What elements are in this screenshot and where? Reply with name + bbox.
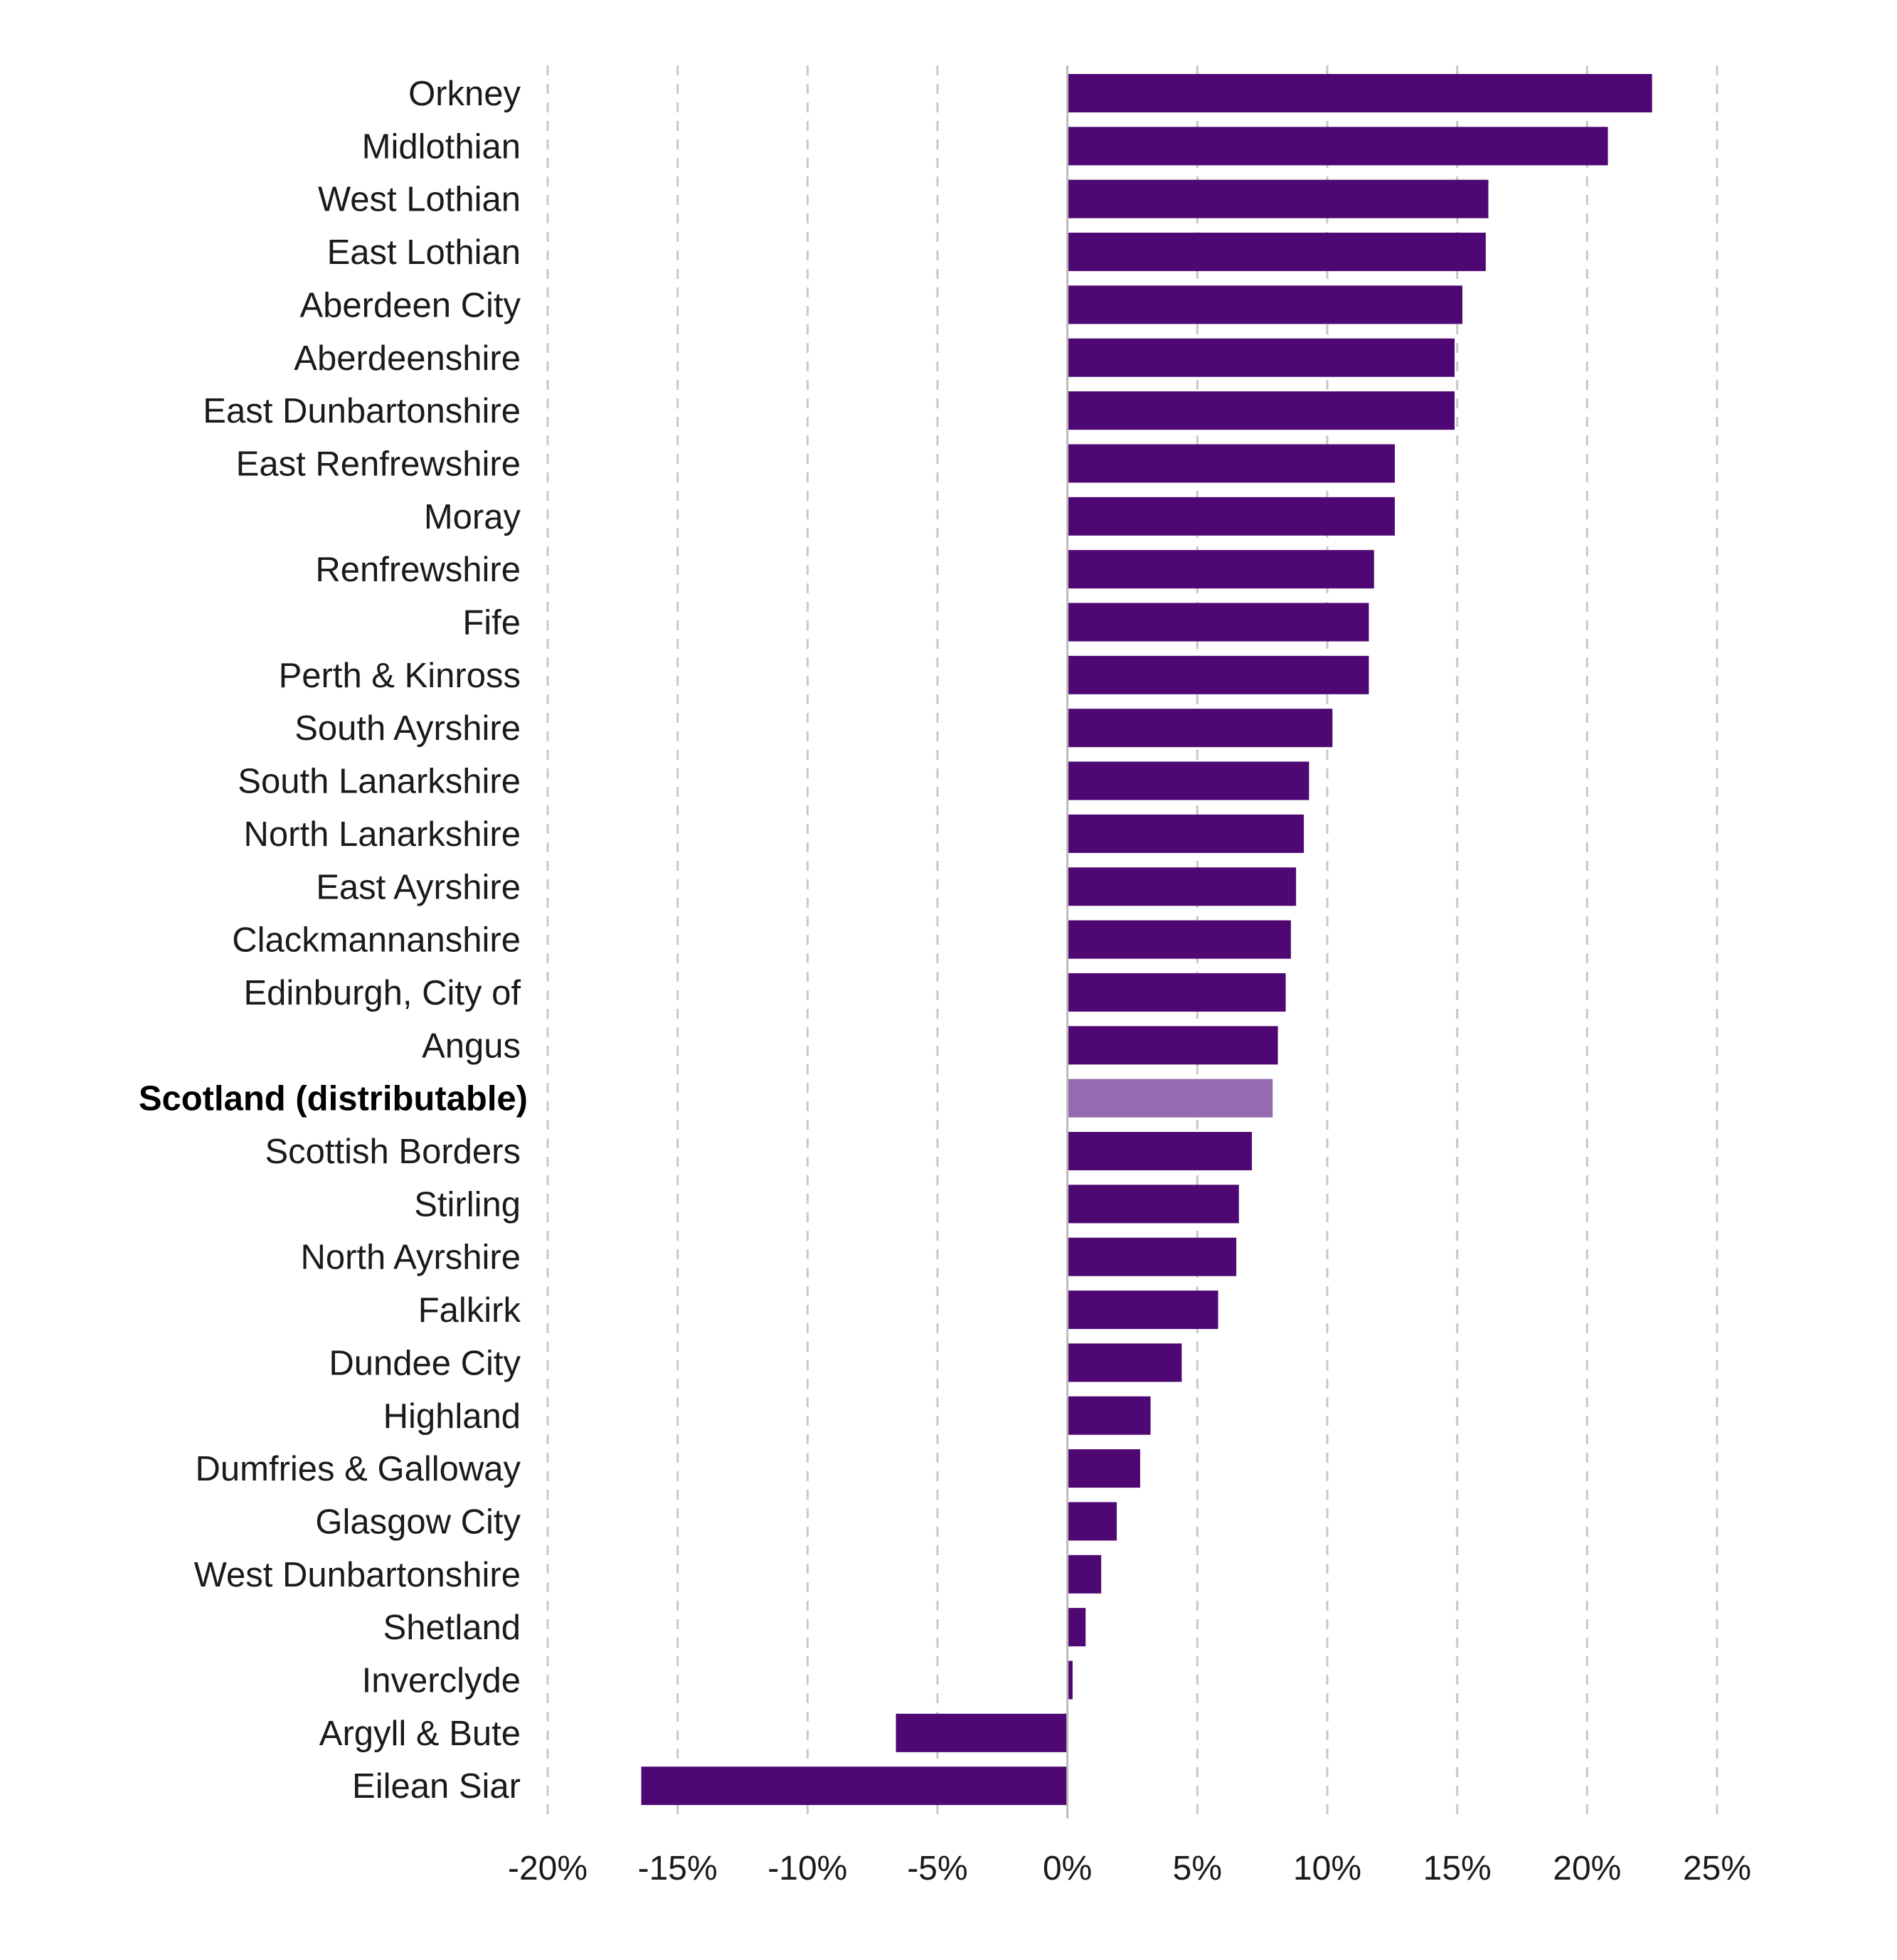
bar-angus — [1067, 1026, 1278, 1065]
category-label-east-renfrewshire: East Renfrewshire — [236, 445, 521, 483]
x-tick-label: 15% — [1423, 1850, 1492, 1887]
bar-stirling — [1067, 1185, 1239, 1224]
bar-falkirk — [1067, 1291, 1218, 1330]
category-label-moray: Moray — [424, 498, 521, 536]
bar-edinburgh-city-of — [1067, 973, 1286, 1012]
x-tick-label: -10% — [767, 1850, 847, 1887]
category-labels: Orkney Midlothian West Lothian East Lothian… — [139, 75, 528, 1806]
bar-dumfries-galloway — [1067, 1449, 1140, 1488]
bar-east-ayrshire — [1067, 867, 1297, 906]
bar-scottish-borders — [1067, 1132, 1253, 1170]
category-label-eilean-siar: Eilean Siar — [352, 1767, 521, 1806]
category-label-argyll-bute: Argyll & Bute — [319, 1715, 521, 1753]
category-label-inverclyde: Inverclyde — [362, 1662, 521, 1700]
bar-highland — [1067, 1396, 1151, 1435]
bar-argyll-bute — [896, 1713, 1068, 1752]
category-label-edinburgh-city-of: Edinburgh, City of — [244, 974, 521, 1012]
x-tick-label: 20% — [1553, 1850, 1621, 1887]
bar-clackmannanshire — [1067, 920, 1291, 959]
category-label-fife: Fife — [462, 604, 521, 642]
category-label-glasgow-city: Glasgow City — [315, 1503, 521, 1541]
x-tick-label: -20% — [508, 1850, 588, 1887]
category-label-dundee-city: Dundee City — [329, 1344, 521, 1382]
category-label-north-ayrshire: North Ayrshire — [300, 1239, 521, 1277]
bar-west-lothian — [1067, 179, 1489, 218]
category-label-perth-kinross: Perth & Kinross — [279, 657, 521, 695]
bar-dundee-city — [1067, 1343, 1182, 1382]
bar-shetland — [1067, 1608, 1086, 1647]
bar-south-lanarkshire — [1067, 761, 1309, 800]
category-label-renfrewshire: Renfrewshire — [315, 551, 521, 589]
category-label-scottish-borders: Scottish Borders — [265, 1133, 521, 1171]
x-tick-label: -15% — [638, 1850, 718, 1887]
category-label-aberdeen-city: Aberdeen City — [299, 286, 521, 324]
x-tick-labels: -20% -15% -10% -5% 0% 5% 10% 15% 20% 25% — [508, 1850, 1751, 1887]
bar-perth-kinross — [1067, 655, 1369, 694]
bar-midlothian — [1067, 127, 1608, 166]
category-label-west-lothian: West Lothian — [318, 181, 521, 219]
x-tick-label: 0% — [1043, 1850, 1092, 1887]
category-label-falkirk: Falkirk — [418, 1291, 521, 1330]
bar-orkney — [1067, 74, 1652, 112]
category-label-midlothian: Midlothian — [362, 127, 521, 166]
bar-east-renfrewshire — [1067, 444, 1395, 483]
bar-east-dunbartonshire — [1067, 391, 1455, 430]
bar-glasgow-city — [1067, 1502, 1117, 1541]
x-tick-label: -5% — [907, 1850, 967, 1887]
bar-renfrewshire — [1067, 550, 1374, 589]
bar-moray — [1067, 497, 1395, 536]
category-label-east-lothian: East Lothian — [327, 233, 521, 272]
category-label-stirling: Stirling — [414, 1185, 521, 1224]
category-label-angus: Angus — [422, 1027, 521, 1065]
category-label-north-lanarkshire: North Lanarkshire — [244, 815, 521, 854]
bar-east-lothian — [1067, 233, 1486, 272]
bar-aberdeenshire — [1067, 338, 1455, 377]
category-label-orkney: Orkney — [408, 75, 521, 113]
x-tick-label: 10% — [1293, 1850, 1361, 1887]
bars — [641, 74, 1652, 1806]
category-label-aberdeenshire: Aberdeenshire — [294, 339, 521, 378]
category-label-dumfries-galloway: Dumfries & Galloway — [196, 1450, 521, 1488]
category-label-south-lanarkshire: South Lanarkshire — [238, 763, 521, 801]
category-label-west-dunbartonshire: West Dunbartonshire — [194, 1556, 521, 1594]
bar-aberdeen-city — [1067, 285, 1462, 324]
bar-eilean-siar — [641, 1766, 1068, 1806]
category-label-shetland: Shetland — [383, 1609, 521, 1647]
bar-fife — [1067, 603, 1369, 642]
x-tick-label: 5% — [1173, 1850, 1222, 1887]
bar-scotland-distributable — [1067, 1079, 1273, 1118]
bar-north-lanarkshire — [1067, 814, 1304, 853]
category-label-east-ayrshire: East Ayrshire — [316, 868, 521, 906]
category-label-scotland-distributable: Scotland (distributable) — [139, 1080, 528, 1118]
category-label-south-ayrshire: South Ayrshire — [294, 709, 521, 748]
category-label-east-dunbartonshire: East Dunbartonshire — [203, 392, 521, 430]
bar-north-ayrshire — [1067, 1237, 1237, 1276]
category-label-clackmannanshire: Clackmannanshire — [232, 921, 521, 960]
bar-inverclyde — [1067, 1660, 1073, 1700]
bar-west-dunbartonshire — [1067, 1554, 1102, 1594]
bar-south-ayrshire — [1067, 709, 1333, 748]
category-label-highland: Highland — [383, 1397, 521, 1436]
x-tick-label: 25% — [1683, 1850, 1751, 1887]
